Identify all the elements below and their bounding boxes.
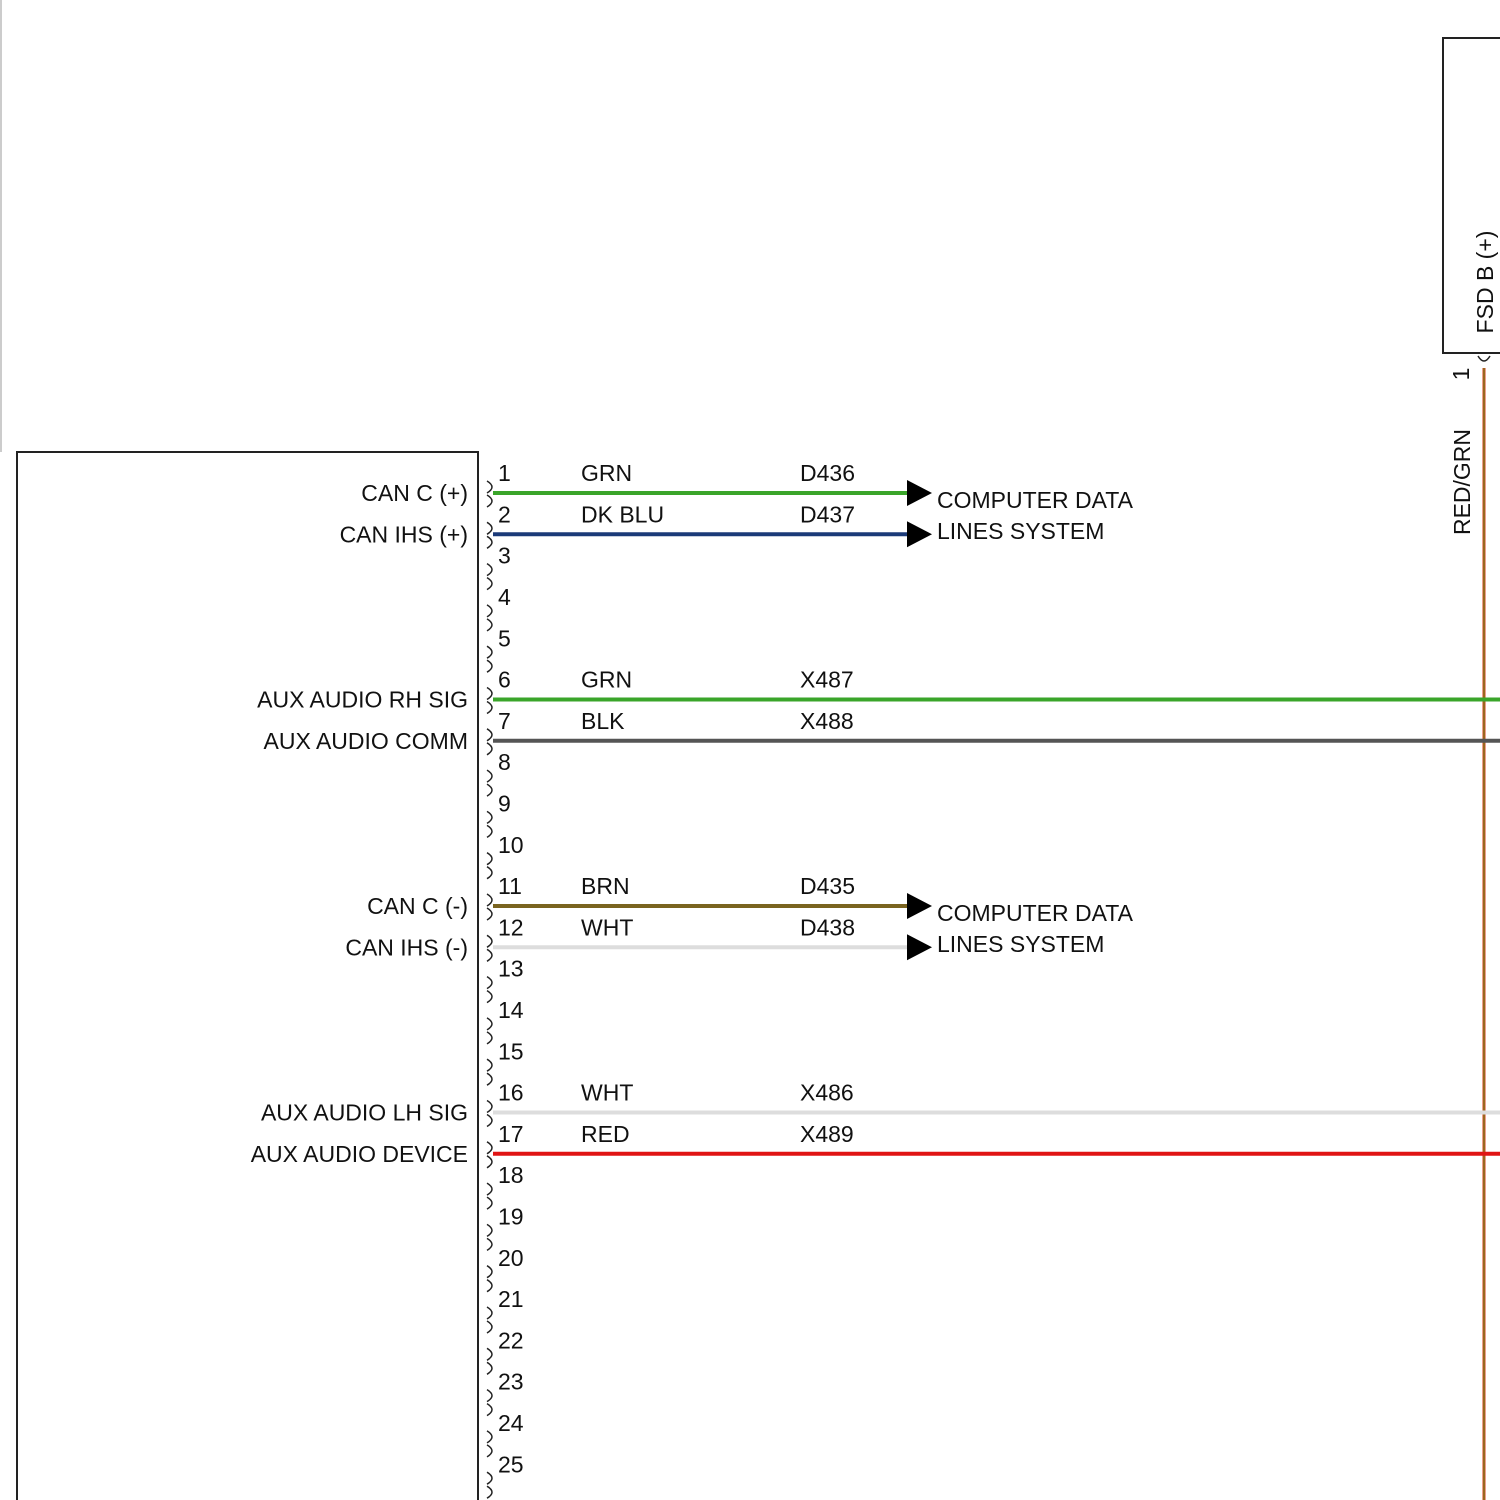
pin-number: 5 [498,625,511,651]
pin-terminal [486,1471,493,1499]
pin-label: AUX AUDIO DEVICE [251,1141,468,1167]
arrow [907,521,932,548]
pin-terminal [486,1265,493,1293]
pin-number: 24 [498,1410,524,1436]
pin-terminal [486,728,493,756]
circuit-id: D438 [800,914,855,940]
wire-color-code: BRN [581,873,630,899]
pin-number: 2 [498,501,511,527]
pin-terminal [486,686,493,715]
pin-number: 15 [498,1038,524,1064]
pin-terminal [486,480,493,508]
pin-number: 12 [498,914,524,940]
circuit-id: X488 [800,708,854,734]
pin-label: AUX AUDIO COMM [264,728,468,754]
pin-label: CAN C (-) [367,893,468,919]
arrow [907,893,932,919]
circuit-id: D436 [800,460,855,486]
pin-number: 11 [498,873,522,899]
pin-label: CAN C (+) [361,480,468,506]
pin-terminal [486,934,493,962]
wire-color-code: DK BLU [581,501,664,527]
pin-terminal [486,1223,493,1252]
fsd-terminal [1477,355,1491,362]
arrow [907,934,932,961]
pin-number: 6 [498,667,511,693]
destination-label: COMPUTER DATA [937,900,1134,926]
pin-terminal [486,1017,493,1045]
pin-terminal [486,562,493,591]
destination-label: LINES SYSTEM [937,931,1104,957]
pin-number: 16 [498,1080,524,1106]
pin-label: AUX AUDIO LH SIG [261,1100,468,1126]
pin-terminal [486,604,493,632]
pin-label: AUX AUDIO RH SIG [257,687,468,713]
pin-number: 21 [498,1286,524,1312]
pin-number: 17 [498,1121,524,1147]
wire-color-code: WHT [581,914,633,940]
pin-terminal [486,1182,493,1210]
pin-number: 20 [498,1245,524,1271]
pin-terminal [486,1388,493,1417]
pin-terminal [486,1099,493,1128]
pin-number: 14 [498,997,524,1023]
pin-number: 25 [498,1451,524,1477]
pin-terminal [486,1430,493,1458]
pin-number: 1 [498,460,511,486]
fsd-pin: 1 [1448,368,1474,381]
pin-number: 22 [498,1327,524,1353]
pin-number: 19 [498,1203,524,1229]
wire-color-code: WHT [581,1080,633,1106]
fsd-box [1442,37,1500,354]
fsd-wire-color: RED/GRN [1449,429,1475,535]
wire-color-code: BLK [581,708,625,734]
pin-number: 10 [498,832,524,858]
pin-number: 13 [498,956,524,982]
pin-number: 9 [498,790,511,816]
circuit-id: X486 [800,1080,854,1106]
pin-number: 8 [498,749,511,775]
pin-label: CAN IHS (-) [345,934,468,960]
pin-terminal [486,810,493,839]
fsd-label: FSD B (+) [1472,231,1498,334]
pin-number: 23 [498,1369,524,1395]
pin-terminal [486,1347,493,1375]
wire-color-code: RED [581,1121,630,1147]
arrow [907,480,932,506]
pin-terminal [486,1141,493,1169]
destination-label: COMPUTER DATA [937,487,1134,513]
pin-terminal [486,1306,493,1334]
circuit-id: X487 [800,667,854,693]
pin-terminal [486,852,493,880]
pin-terminal [486,975,493,1004]
wire-color-code: GRN [581,667,632,693]
destination-label: LINES SYSTEM [937,518,1104,544]
pin-number: 4 [498,584,511,610]
pin-label: CAN IHS (+) [340,521,468,547]
pin-number: 3 [498,543,511,569]
circuit-id: X489 [800,1121,854,1147]
pin-terminal [486,521,493,549]
pin-terminal [486,645,493,673]
pin-terminal [486,1058,493,1086]
pin-number: 7 [498,708,511,734]
circuit-id: D435 [800,873,855,899]
pin-terminal [486,769,493,797]
pin-number: 18 [498,1162,524,1188]
module-box [16,451,479,1500]
pin-terminal [486,893,493,921]
wire-color-code: GRN [581,460,632,486]
circuit-id: D437 [800,501,855,527]
